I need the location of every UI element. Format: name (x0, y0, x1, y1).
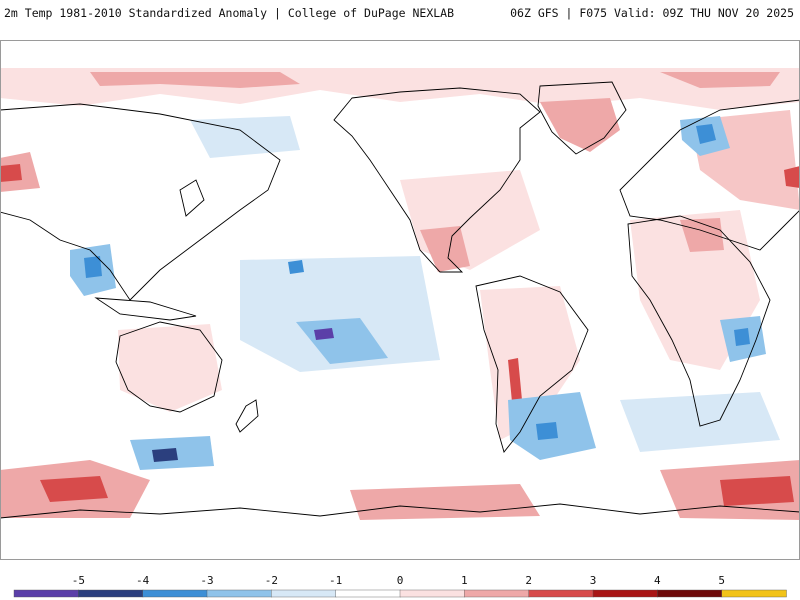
colorbar-segment (592, 589, 659, 598)
colorbar-segment (206, 589, 273, 598)
indian-ocean-cold (620, 392, 780, 452)
colorbar-segment (78, 589, 144, 598)
east-africa-cold-core (734, 328, 750, 346)
map-title: 2m Temp 1981-2010 Standardized Anomaly |… (4, 6, 455, 20)
greenland-coast (537, 81, 627, 155)
colorbar-tick-label: 1 (461, 574, 468, 587)
pacific-cold-deep (314, 328, 334, 340)
tropical-pacific-cold (240, 256, 440, 372)
mexico-warm (420, 226, 470, 272)
north-america-coast (333, 87, 541, 273)
west-edge-warm-core (0, 164, 22, 182)
model-valid-time: 06Z GFS | F075 Valid: 09Z THU NOV 20 202… (510, 6, 794, 20)
colorbar-tick-labels: -5 -4 -3 -2 -1 0 1 2 3 4 5 (72, 574, 725, 587)
colorbar-tick-label: 5 (718, 574, 725, 587)
colorbar-segment (721, 589, 787, 598)
colorbar-segment (464, 589, 530, 598)
antarctica-coast (0, 503, 800, 519)
colorbar-segment (528, 589, 594, 598)
colorbar-segment (142, 589, 208, 598)
colorbar-tick-label: -1 (329, 574, 342, 587)
colorbar-tick-label: 4 (654, 574, 661, 587)
warm-anomaly-fields (0, 68, 800, 520)
antarctic-warm-center (350, 484, 540, 520)
indonesia-coast (94, 297, 197, 321)
colorbar-segment (335, 589, 401, 598)
australia-warm (118, 324, 222, 412)
antarctic-warm-east-core (720, 476, 794, 506)
colorbar-tick-label: -2 (265, 574, 278, 587)
south-atlantic-cold-core (536, 422, 558, 440)
south-america-coast (475, 275, 589, 453)
north-pacific-cold (190, 116, 300, 158)
colorbar-tick-label: 0 (397, 574, 404, 587)
anomaly-colorbar: -5 -4 -3 -2 -1 0 1 2 3 4 5 (13, 574, 787, 598)
southern-ocean-cold-core (152, 448, 178, 462)
colorbar-tick-label: -3 (200, 574, 213, 587)
eurasia-coast (619, 99, 800, 251)
asia-west-coast (0, 103, 281, 301)
colorbar-tick-label: -5 (72, 574, 85, 587)
south-america-warm (480, 286, 580, 440)
antarctic-warm-west-core (40, 476, 108, 502)
colorbar-segment (271, 589, 337, 598)
header-bar: 2m Temp 1981-2010 Standardized Anomaly |… (0, 0, 800, 40)
coastlines (0, 81, 800, 519)
east-edge-warm-core (784, 166, 800, 188)
colorbar-tick-label: 2 (525, 574, 532, 587)
arctic-warm-core-east (660, 72, 780, 88)
hawaii-cold-core (288, 260, 304, 274)
anomaly-map (0, 40, 800, 560)
colorbar-tick-label: 3 (590, 574, 597, 587)
colorbar-segment (399, 589, 466, 598)
greenland-warm (540, 98, 620, 152)
japan-coast (179, 179, 205, 217)
colorbar-segment (657, 589, 723, 598)
se-asia-cold-core (84, 256, 102, 278)
colorbar-segment (13, 589, 80, 598)
arctic-warm-core (90, 72, 300, 88)
colorbar-tick-label: -4 (136, 574, 150, 587)
australia-coast (115, 321, 223, 413)
colorbar-segments (13, 589, 787, 598)
scandinavia-cold-core (696, 124, 716, 144)
africa-coast (627, 215, 771, 427)
andes-warm-core (508, 358, 522, 402)
sahara-warm-core (680, 218, 724, 252)
new-zealand-coast (235, 399, 259, 433)
cold-anomaly-fields (70, 116, 780, 470)
